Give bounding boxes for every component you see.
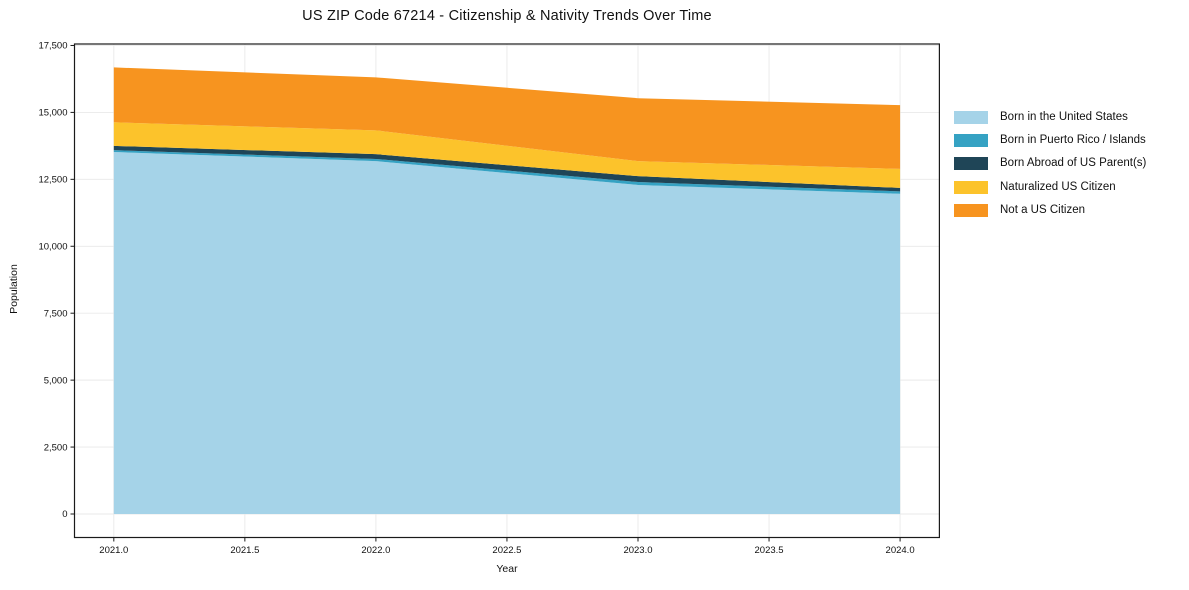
svg-text:2021.0: 2021.0: [99, 545, 128, 556]
svg-text:2023.0: 2023.0: [623, 545, 652, 556]
legend-swatch-puerto-rico: [954, 134, 988, 148]
legend-item: Born Abroad of US Parent(s): [954, 157, 1147, 171]
svg-text:5,000: 5,000: [44, 375, 68, 386]
chart-title: US ZIP Code 67214 - Citizenship & Nativi…: [302, 8, 712, 24]
svg-text:15,000: 15,000: [38, 108, 67, 119]
legend-label: Naturalized US Citizen: [1000, 180, 1116, 193]
svg-text:2021.5: 2021.5: [230, 545, 259, 556]
legend-item: Born in the United States: [954, 111, 1146, 124]
x-axis-label: Year: [496, 563, 518, 575]
legend-swatch-born-abroad: [954, 157, 988, 171]
tick-marks: [70, 44, 901, 542]
svg-text:2022.5: 2022.5: [492, 545, 521, 556]
svg-text:2022.0: 2022.0: [361, 545, 390, 556]
legend: Born in the United States Born in Puerto…: [954, 111, 1146, 227]
area-series: [113, 67, 901, 514]
legend-label: Born in Puerto Rico / Islands: [1000, 134, 1146, 147]
legend-label: Born in the United States: [1000, 111, 1128, 123]
legend-swatch-born-in-us: [954, 111, 988, 124]
svg-text:0: 0: [62, 509, 67, 520]
legend-swatch-naturalized: [954, 180, 988, 194]
svg-text:2,500: 2,500: [44, 442, 68, 453]
y-axis-label: Population: [8, 264, 20, 314]
legend-item: Not a US Citizen: [954, 203, 1146, 217]
svg-text:17,500: 17,500: [38, 41, 67, 52]
tick-labels: 2021.0 2021.5 2022.0 2022.5 2023.0 2023.5 2024…: [38, 41, 914, 556]
legend-item: Born in Puerto Rico / Islands: [954, 134, 1146, 148]
legend-label: Born Abroad of US Parent(s): [1000, 157, 1147, 170]
legend-label: Not a US Citizen: [1000, 203, 1086, 216]
svg-text:2024.0: 2024.0: [886, 545, 915, 556]
svg-text:7,500: 7,500: [44, 308, 68, 319]
svg-text:10,000: 10,000: [38, 241, 67, 252]
legend-item: Naturalized US Citizen: [954, 180, 1146, 194]
legend-swatch-not-citizen: [954, 203, 988, 217]
svg-text:2023.5: 2023.5: [755, 545, 784, 556]
svg-text:12,500: 12,500: [38, 175, 67, 186]
